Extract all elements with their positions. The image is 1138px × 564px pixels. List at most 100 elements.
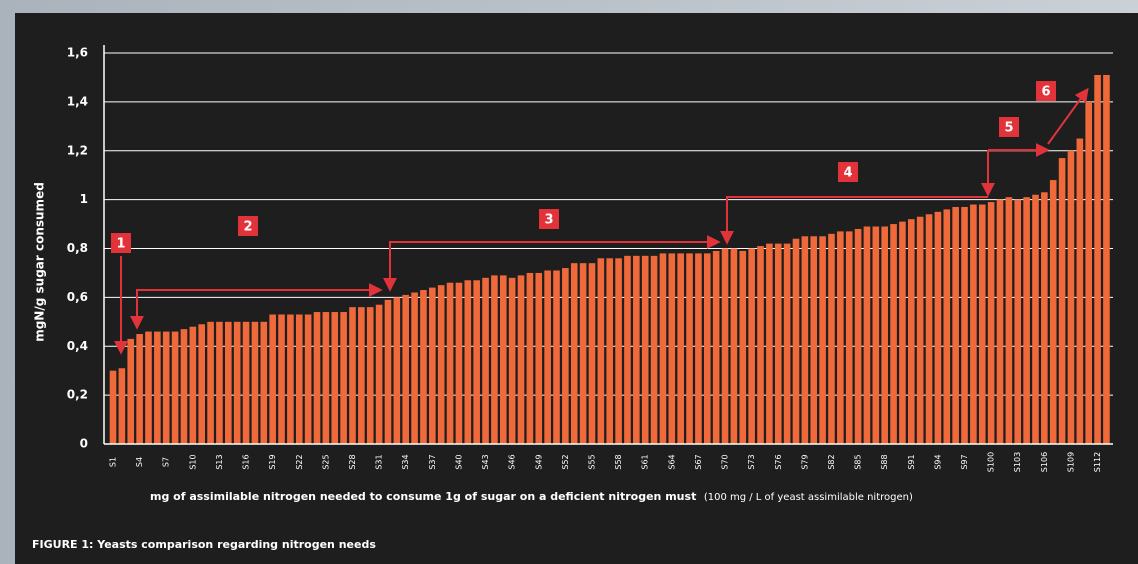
x-tick-label: S52	[561, 454, 570, 469]
x-tick-label: S61	[641, 454, 650, 469]
x-tick-label: S67	[694, 454, 703, 469]
bar	[1085, 101, 1092, 444]
bar	[908, 219, 915, 444]
bar	[766, 243, 773, 444]
x-tick-label: S43	[481, 454, 490, 469]
annotation: 1	[116, 237, 125, 252]
bar	[1023, 197, 1030, 444]
y-tick-label: 0	[80, 437, 88, 451]
x-tick-label: S76	[774, 454, 783, 469]
bar	[970, 204, 977, 444]
x-tick-label: S4	[135, 457, 144, 467]
bar	[1058, 158, 1066, 445]
bar	[287, 314, 294, 444]
y-tick-label: 0,8	[67, 241, 88, 255]
bar	[659, 253, 667, 444]
caption: FIGURE 1: Yeasts comparison regarding ni…	[32, 538, 376, 551]
x-axis-label-main: mg of assimilable nitrogen needed to con…	[150, 490, 696, 503]
annotation-box	[111, 233, 131, 253]
bar	[872, 226, 880, 444]
annotation-box	[999, 117, 1019, 137]
arrow	[383, 235, 721, 292]
x-tick-label: S112	[1093, 452, 1102, 472]
arrows	[114, 87, 1089, 355]
y-tick-label: 1,6	[67, 46, 88, 60]
x-tick-label: S25	[321, 454, 330, 469]
bar	[597, 258, 605, 444]
x-tick-label: S16	[242, 454, 251, 469]
bar	[703, 253, 711, 444]
bar	[207, 321, 214, 444]
arrow	[720, 196, 988, 245]
y-tick-label: 1	[80, 192, 88, 206]
bar	[499, 275, 507, 444]
bar	[535, 272, 543, 444]
bar	[304, 314, 312, 444]
bar	[890, 224, 897, 444]
bar	[978, 204, 986, 444]
x-tick-label: S91	[907, 454, 916, 469]
x-tick-label: S28	[348, 454, 357, 469]
bar	[686, 253, 693, 444]
bar	[375, 304, 383, 444]
bar	[544, 270, 551, 444]
arrow	[1047, 87, 1089, 145]
bar	[757, 246, 764, 444]
bar	[420, 290, 427, 444]
bar	[579, 263, 587, 444]
x-tick-label: S97	[960, 454, 969, 469]
y-axis-label: mgN/g sugar consumed	[33, 182, 47, 342]
bar	[739, 250, 747, 444]
bar	[127, 338, 135, 444]
x-tick-label: S49	[534, 454, 543, 469]
bar	[881, 226, 888, 444]
annotation-box	[539, 209, 559, 229]
x-tick-label: S22	[295, 454, 304, 469]
bar	[491, 275, 498, 444]
bar	[606, 258, 614, 444]
bar	[996, 199, 1004, 444]
bar	[863, 226, 871, 444]
bar	[615, 258, 622, 444]
x-axis-label: mg of assimilable nitrogen needed to con…	[150, 490, 913, 503]
bar	[961, 206, 968, 444]
bar	[677, 253, 684, 444]
x-tick-label: S13	[215, 454, 224, 469]
bar	[943, 209, 951, 444]
bar	[269, 314, 276, 444]
bar	[1049, 180, 1057, 444]
bar	[792, 238, 800, 444]
bar	[1076, 138, 1084, 444]
bar	[854, 228, 862, 444]
x-tick-label: S109	[1066, 452, 1075, 472]
bar	[1005, 197, 1013, 444]
x-tick-label: S73	[747, 454, 756, 469]
x-tick-label: S31	[375, 454, 384, 469]
bar	[828, 233, 835, 444]
bar	[384, 299, 392, 444]
bar	[1032, 194, 1039, 444]
bar	[393, 297, 401, 444]
bar	[154, 331, 161, 444]
x-tick-label: S19	[268, 454, 277, 469]
bar	[260, 321, 268, 444]
x-tick-label: S46	[508, 454, 517, 469]
bar	[1041, 192, 1048, 444]
bar	[987, 202, 995, 444]
x-tick-label: S103	[1013, 452, 1022, 472]
bar	[517, 275, 525, 444]
x-tick-label: S106	[1040, 452, 1049, 472]
bar	[349, 307, 356, 444]
bar	[340, 312, 347, 444]
y-tick-label: 0,2	[67, 388, 88, 402]
y-tick-label: 0,4	[67, 339, 88, 353]
x-tick-label: S94	[933, 454, 942, 469]
annotation: 6	[1041, 85, 1050, 100]
bar	[251, 321, 259, 444]
bar	[1103, 74, 1110, 445]
bar	[225, 321, 232, 444]
bar	[526, 272, 534, 444]
bar	[730, 248, 738, 444]
x-tick-label: S1	[109, 457, 118, 467]
